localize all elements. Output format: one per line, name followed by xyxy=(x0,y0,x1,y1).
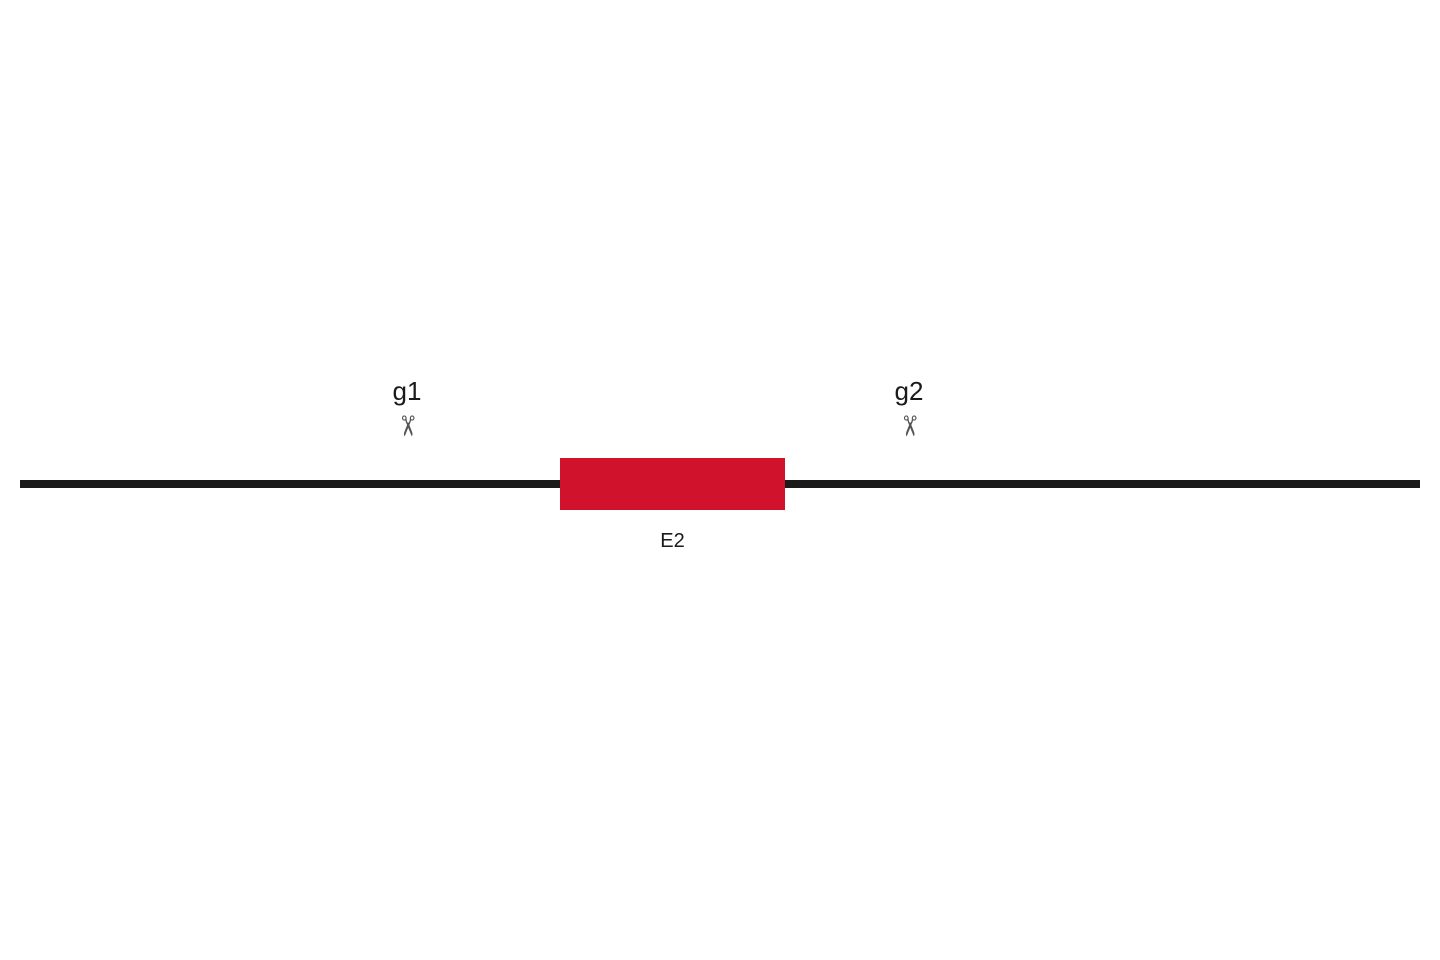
gene-diagram: E2 g1 ✂ g2 ✂ xyxy=(0,0,1440,960)
exon-box xyxy=(560,458,785,510)
exon-label: E2 xyxy=(660,530,684,553)
cut-site-label-g2: g2 xyxy=(895,376,924,407)
scissors-icon: ✂ xyxy=(895,414,923,437)
scissors-icon: ✂ xyxy=(393,414,421,437)
cut-site-label-g1: g1 xyxy=(393,376,422,407)
